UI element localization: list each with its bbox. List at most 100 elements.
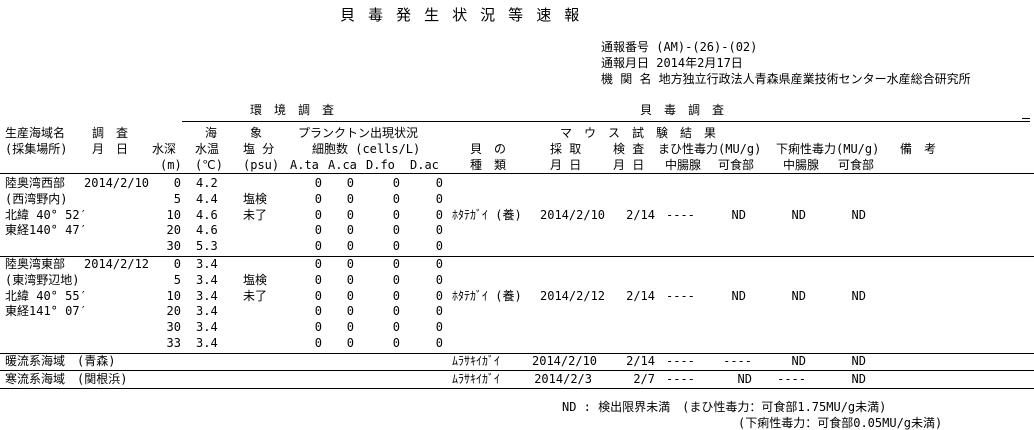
area-label: 北緯 40° 55′ bbox=[5, 288, 87, 303]
temp-header: 水温 bbox=[195, 142, 220, 156]
cell-count: 0 bbox=[392, 207, 400, 222]
shell-species: ﾎﾀﾃｶﾞｲ (養) bbox=[452, 207, 522, 222]
area-place-header: (採集場所) bbox=[5, 142, 68, 156]
temp-value: 4.6 bbox=[196, 223, 218, 238]
area-label: 陸奥湾西部 bbox=[5, 176, 66, 190]
cell-count: 0 bbox=[314, 176, 322, 190]
cell-count: 0 bbox=[346, 257, 354, 271]
temp-unit: (℃) bbox=[195, 158, 223, 172]
cell-count: 0 bbox=[435, 191, 443, 206]
divider bbox=[182, 121, 512, 122]
dsp-header: 下痢性毒力(MU/g) bbox=[776, 142, 880, 156]
divider bbox=[0, 256, 1034, 257]
report-number: 通報番号 (AM)-(26)-(02) bbox=[601, 40, 758, 54]
dsp-gland-value: ---- bbox=[777, 371, 806, 386]
mouse-test-header: マ ウ ス 試 験 結 果 bbox=[560, 126, 717, 140]
cell-count: 0 bbox=[435, 336, 443, 350]
collect-date: 2014/2/12 bbox=[540, 288, 606, 303]
cell-count: 0 bbox=[435, 257, 443, 271]
survey-date: 2014/2/12 bbox=[84, 257, 150, 271]
cell-count: 0 bbox=[392, 257, 400, 271]
area-label: (西湾野内) bbox=[5, 191, 68, 206]
depth-value: 10 bbox=[166, 288, 181, 303]
collect-date: 2014/2/3 bbox=[534, 371, 592, 386]
salinity-note: 未了 bbox=[243, 207, 268, 222]
env-survey-heading: 環 境 調 査 bbox=[250, 103, 335, 117]
area-name-header: 生産海域名 bbox=[5, 126, 66, 140]
survey-date: 2014/2/10 bbox=[84, 176, 150, 190]
shell-species: ﾑﾗｻｷｲｶﾞｲ bbox=[452, 353, 501, 368]
toxin-survey-heading: 貝 毒 調 査 bbox=[640, 103, 725, 117]
divider bbox=[450, 121, 1030, 122]
temp-value: 3.4 bbox=[196, 257, 218, 271]
dsp-gland-value: ND bbox=[791, 207, 806, 222]
divider bbox=[0, 387, 1034, 389]
footnote-line-2: (下痢性毒力：可食部0.05MU/g未満) bbox=[738, 416, 943, 430]
inspect-header-1: 検 査 bbox=[613, 142, 645, 156]
depth-value: 20 bbox=[166, 223, 181, 238]
area-label: 東経141° 07′ bbox=[5, 304, 87, 319]
cell-count: 0 bbox=[314, 336, 322, 350]
cell-count: 0 bbox=[392, 176, 400, 190]
cell-count: 0 bbox=[392, 272, 400, 287]
depth-value: 30 bbox=[166, 320, 181, 335]
psp-edible-value: ---- bbox=[723, 353, 752, 368]
psp-edible-header: 可食部 bbox=[718, 158, 755, 172]
collect-date: 2014/2/10 bbox=[540, 207, 606, 222]
species-col-ata: A.ta bbox=[290, 158, 319, 172]
psp-gland-value: ---- bbox=[666, 353, 695, 368]
cell-count: 0 bbox=[314, 320, 322, 335]
report-date: 通報月日 2014年2月17日 bbox=[601, 56, 743, 70]
dsp-gland-value: ND bbox=[791, 353, 806, 368]
temp-value: 5.3 bbox=[196, 239, 218, 254]
cell-count: 0 bbox=[435, 304, 443, 319]
temp-value: 3.4 bbox=[196, 304, 218, 319]
cell-count: 0 bbox=[435, 176, 443, 190]
cell-count: 0 bbox=[392, 223, 400, 238]
cell-count: 0 bbox=[392, 336, 400, 350]
cell-count: 0 bbox=[392, 288, 400, 303]
cell-count: 0 bbox=[435, 320, 443, 335]
depth-value: 33 bbox=[166, 336, 181, 350]
depth-value: 5 bbox=[173, 272, 181, 287]
temp-value: 3.4 bbox=[196, 288, 218, 303]
depth-value: 5 bbox=[173, 191, 181, 206]
depth-value: 10 bbox=[166, 207, 181, 222]
salinity-note: 未了 bbox=[243, 288, 268, 303]
cell-count: 0 bbox=[346, 272, 354, 287]
cell-count: 0 bbox=[392, 320, 400, 335]
cell-count: 0 bbox=[346, 239, 354, 254]
psp-gland-value: ---- bbox=[666, 288, 695, 303]
temp-value: 4.4 bbox=[196, 191, 218, 206]
inspect-header-2: 月 日 bbox=[613, 158, 645, 172]
area-label: 寒流系海域 (関根浜) bbox=[5, 371, 128, 386]
sea-header: 海 bbox=[205, 126, 218, 140]
psp-edible-value: ND bbox=[731, 207, 746, 222]
dsp-edible-value: ND bbox=[851, 371, 866, 386]
cell-count: 0 bbox=[314, 207, 322, 222]
inspect-date: 2/14 bbox=[626, 207, 655, 222]
divider bbox=[1022, 118, 1030, 119]
cell-count: 0 bbox=[435, 223, 443, 238]
psp-header: まひ性毒力(MU/g) bbox=[658, 142, 762, 156]
cell-count: 0 bbox=[346, 288, 354, 303]
cells-header: 細胞数 (cells/L) bbox=[312, 142, 421, 156]
divider bbox=[0, 369, 1034, 371]
temp-value: 4.2 bbox=[196, 176, 218, 190]
area-label: 陸奥湾東部 bbox=[5, 257, 66, 271]
cell-count: 0 bbox=[435, 272, 443, 287]
cell-count: 0 bbox=[435, 288, 443, 303]
psp-gland-header: 中腸腺 bbox=[665, 158, 702, 172]
phenomenon-header: 象 bbox=[250, 126, 263, 140]
cell-count: 0 bbox=[314, 272, 322, 287]
shell-header-1: 貝 の bbox=[470, 142, 507, 156]
divider bbox=[0, 352, 1034, 354]
temp-value: 3.4 bbox=[196, 320, 218, 335]
species-col-dac: D.ac bbox=[410, 158, 439, 172]
salinity-note: 塩検 bbox=[243, 272, 268, 287]
cell-count: 0 bbox=[392, 191, 400, 206]
dsp-edible-value: ND bbox=[851, 288, 866, 303]
dsp-edible-value: ND bbox=[851, 353, 866, 368]
depth-value: 30 bbox=[166, 239, 181, 254]
